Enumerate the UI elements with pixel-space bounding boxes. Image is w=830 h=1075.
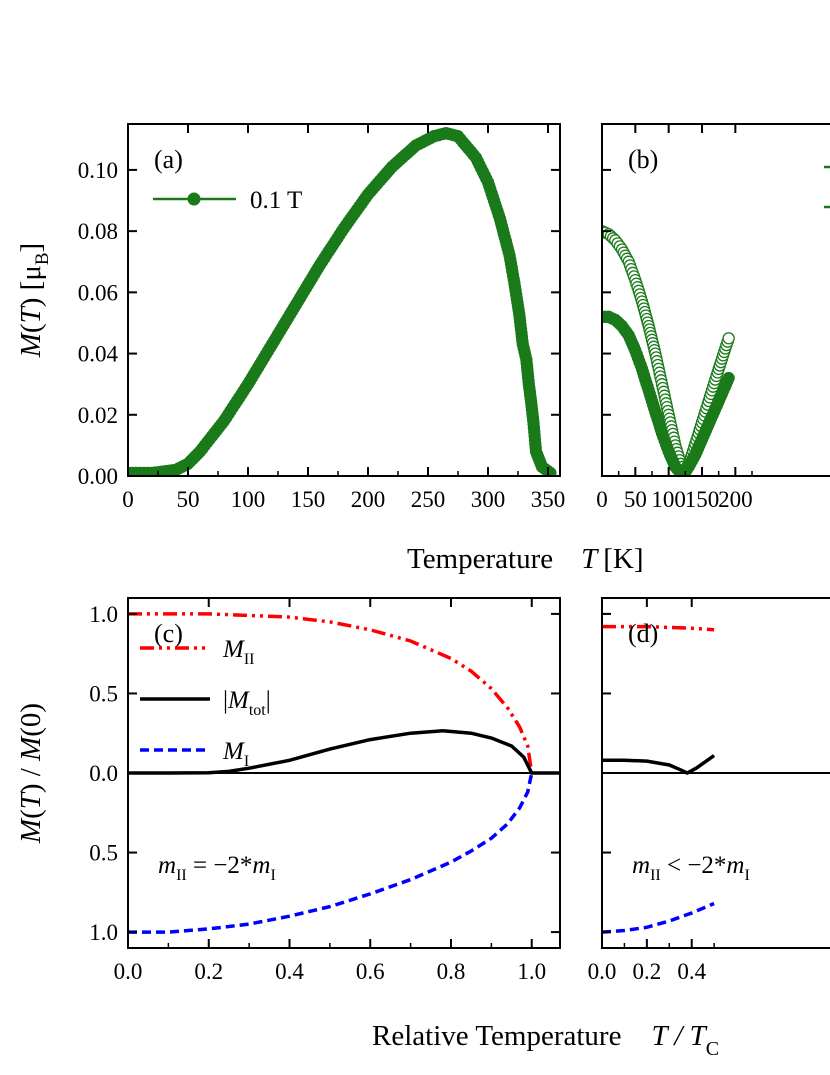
panel-label: (a)	[154, 145, 183, 174]
y-tick-label: 0.10	[78, 158, 118, 183]
x-tick-label: 0.2	[194, 959, 223, 984]
data-point	[722, 371, 735, 385]
x-tick-label: 0.8	[437, 959, 466, 984]
axes-frame	[601, 123, 830, 477]
series-0	[128, 612, 534, 774]
series-line	[128, 612, 534, 774]
condition-annotation: mII < −2*mI	[632, 852, 750, 884]
x-tick-label: 150	[685, 487, 720, 512]
x-tick-label: 0.4	[677, 959, 706, 984]
series-line	[602, 754, 716, 775]
series-0	[128, 127, 557, 476]
x-tick-label: 50	[177, 487, 200, 512]
x-tick-label: 0	[122, 487, 134, 512]
x-axis-title-bottom: Relative Temperature T / TC	[372, 1020, 719, 1060]
x-tick-label: 0	[596, 487, 608, 512]
x-tick-label: 100	[231, 487, 266, 512]
y-tick-label: 0.06	[78, 280, 118, 305]
y-tick-label: 1.0	[89, 602, 118, 627]
x-tick-label: 150	[291, 487, 326, 512]
series-1	[128, 729, 560, 775]
x-tick-label: 1.0	[517, 959, 546, 984]
series-2	[602, 901, 715, 934]
panel-label: (b)	[628, 145, 658, 174]
axes-frame	[127, 597, 561, 949]
panel-label: (c)	[154, 619, 183, 648]
x-tick-label: 0.0	[114, 959, 143, 984]
y-tick-label: 1.0	[89, 920, 118, 945]
x-axis-title-top: Temperature T [K]	[407, 543, 644, 575]
y-tick-label: 0.02	[78, 403, 118, 428]
condition-annotation: mII = −2*mI	[158, 852, 276, 884]
y-tick-label: 0.00	[78, 464, 118, 489]
y-axis-title: M(T) [μB]	[15, 243, 53, 358]
panel-a: 0 50 100 150 200 250 300 350 0.00 0.02 0.04 0.06 0.0…	[15, 123, 566, 512]
axes-frame	[127, 123, 561, 477]
y-tick-label: 0.5	[89, 841, 118, 866]
panel-c: 0.0 0.2 0.4 0.6 0.8 1.0 1.0 0.5 0.0 0.5 1.0 (c) M(T)…	[15, 597, 561, 984]
x-tick-label: 200	[351, 487, 386, 512]
panel-label: (d)	[628, 619, 658, 648]
x-tick-label: 0.2	[632, 959, 661, 984]
x-tick-label: 0.4	[275, 959, 304, 984]
series-line	[602, 624, 715, 632]
y-tick-label: 0.5	[89, 681, 118, 706]
series-1	[602, 310, 735, 476]
x-tick-label: 0.0	[588, 959, 617, 984]
series-line	[128, 729, 560, 775]
x-tick-label: 200	[718, 487, 753, 512]
series-line	[602, 901, 715, 934]
panel-d: 0.0 0.2 0.4 (d) mII < −2*mI	[588, 597, 830, 984]
series-1	[602, 754, 716, 775]
y-tick-label: 0.08	[78, 219, 118, 244]
x-tick-label: 100	[651, 487, 686, 512]
x-tick-label: 50	[624, 487, 647, 512]
series-0	[602, 624, 715, 632]
data-point	[722, 332, 735, 345]
y-axis-title: M(T) / M(0)	[15, 703, 47, 844]
x-tick-label: 350	[531, 487, 566, 512]
x-tick-label: 300	[471, 487, 506, 512]
y-tick-label: 0.04	[78, 342, 119, 367]
x-tick-label: 250	[411, 487, 446, 512]
legend-marker	[187, 192, 201, 206]
legend-label: |Mtot|	[223, 687, 271, 719]
legend-label: MII	[222, 636, 254, 668]
legend-label: 0.1 T	[250, 187, 302, 214]
x-tick-label: 0.6	[356, 959, 385, 984]
y-tick-label: 0.0	[89, 761, 118, 786]
legend-label: MI	[222, 738, 249, 770]
